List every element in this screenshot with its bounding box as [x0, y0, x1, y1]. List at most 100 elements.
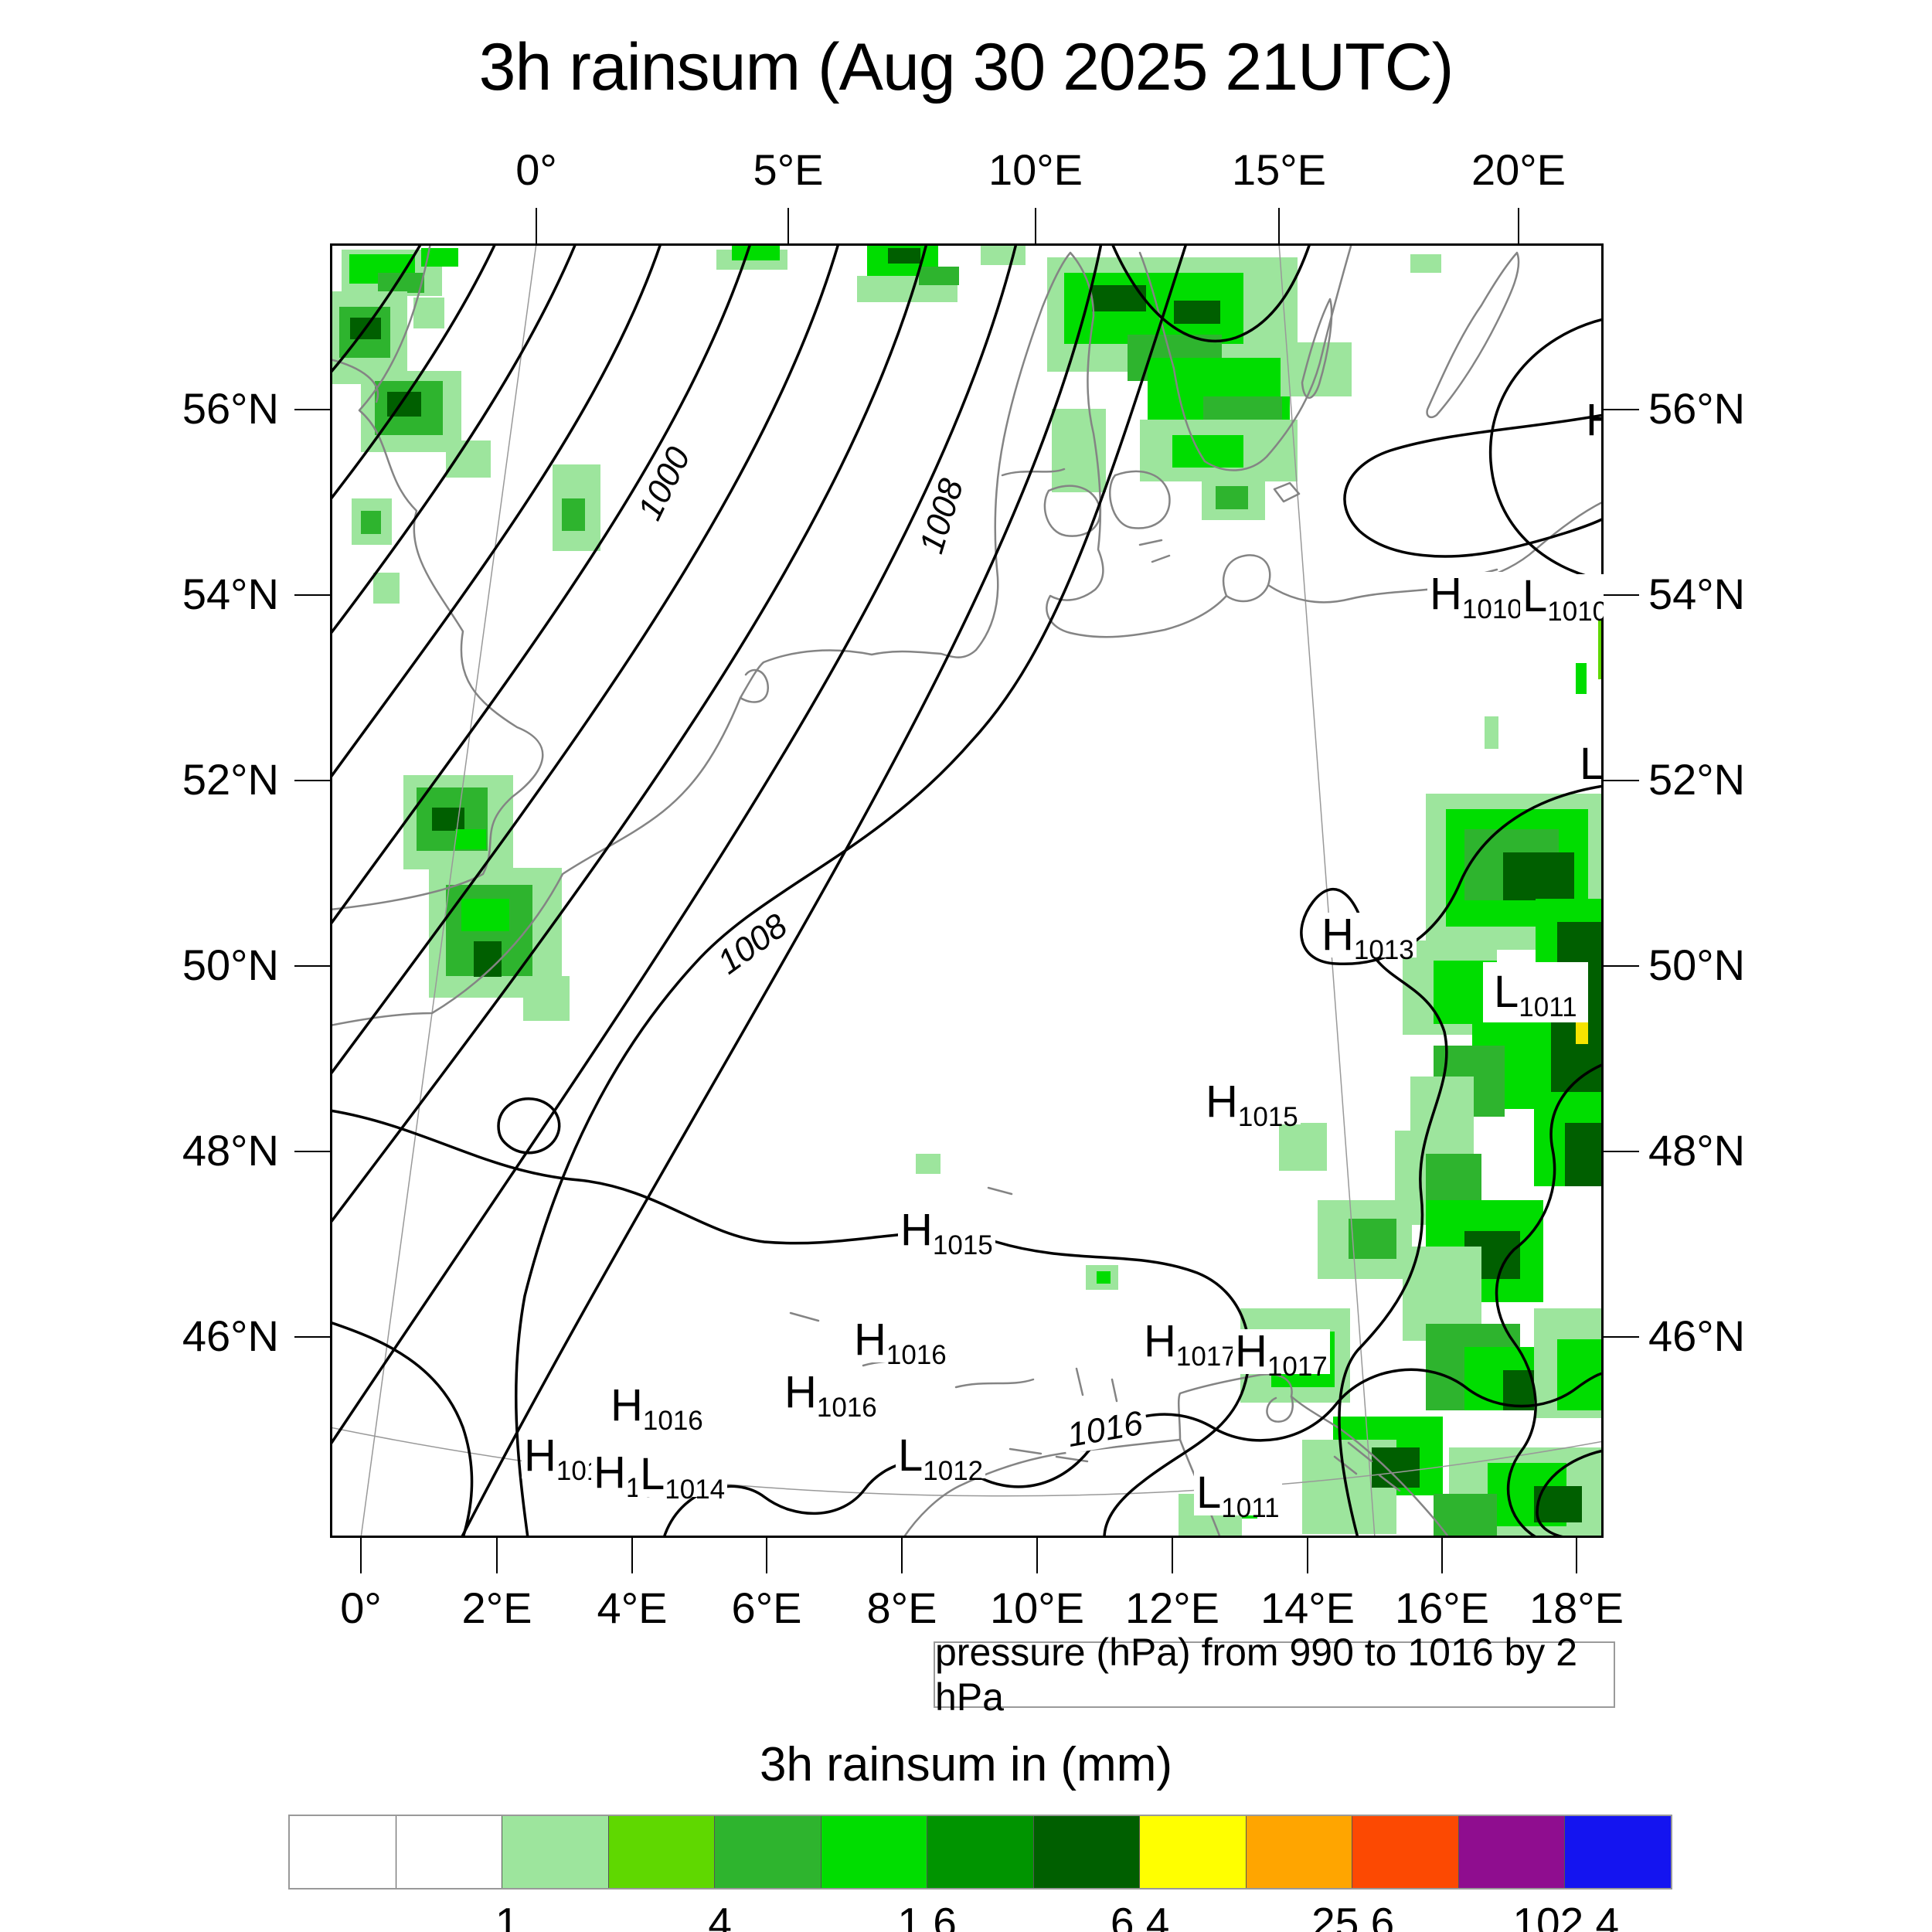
rain-cell	[1576, 663, 1587, 694]
lon-label-bottom: 8°E	[866, 1583, 937, 1632]
pressure-letter: L	[640, 1449, 665, 1499]
lat-tick-left	[294, 409, 330, 410]
coast-bornholm	[1273, 481, 1301, 503]
coast-jutland	[975, 251, 1104, 651]
coast-zealand	[1109, 470, 1171, 529]
lat-tick-right	[1604, 1336, 1639, 1338]
contour-990	[330, 243, 423, 375]
coast-italy-adriatic	[902, 1372, 1451, 1538]
lon-tick-top	[1518, 208, 1519, 243]
lat-tick-right	[1604, 1151, 1639, 1152]
pressure-value: 1012	[923, 1456, 984, 1486]
rain-cell	[1372, 1447, 1420, 1488]
pressure-value: 1017	[1175, 1342, 1236, 1372]
low-pressure-label-1012: L1012	[896, 1434, 986, 1485]
pressure-letter: H	[594, 1447, 626, 1498]
lat-tick-left	[294, 594, 330, 596]
pressure-letter: H	[611, 1380, 643, 1430]
colorbar-cell	[715, 1816, 821, 1888]
lon-label-top: 15°E	[1231, 145, 1327, 194]
contour-closed-cell	[497, 1097, 561, 1155]
lon-label-bottom: 10°E	[989, 1583, 1085, 1632]
colorbar-cell	[396, 1816, 503, 1888]
contour-se-corner	[1536, 1449, 1604, 1538]
pressure-letter: L	[1580, 739, 1604, 789]
lon-tick-top	[1278, 208, 1280, 243]
pressure-letter: H	[1144, 1316, 1176, 1366]
lat-tick-left	[294, 965, 330, 967]
pressure-value: 1016	[642, 1406, 703, 1436]
lon-label-bottom: 4°E	[597, 1583, 668, 1632]
lat-label-right: 46°N	[1648, 1311, 1746, 1360]
lat-label-right: 56°N	[1648, 384, 1746, 433]
pressure-letter: H	[1586, 395, 1604, 445]
lon-tick-bottom	[901, 1538, 903, 1573]
lat-tick-right	[1604, 965, 1639, 967]
pressure-letter: L	[1494, 967, 1519, 1017]
colorbar-cell	[927, 1816, 1034, 1888]
lon-label-bottom: 0°	[340, 1583, 382, 1632]
coast-fyn	[1043, 485, 1101, 537]
rain-cell	[361, 511, 381, 534]
high-pressure-label: H	[1583, 398, 1604, 443]
colorbar-cell	[1565, 1816, 1671, 1888]
pressure-value: 1010	[1547, 597, 1604, 627]
lat-tick-left	[294, 780, 330, 781]
lat-tick-right	[1604, 780, 1639, 781]
coast-gotland	[1426, 251, 1520, 419]
rain-cell	[1174, 301, 1220, 324]
colorbar-cell	[1246, 1816, 1353, 1888]
colorbar-tick-label: 1.6	[897, 1899, 957, 1932]
low-pressure-label-1011: L1011	[1483, 962, 1588, 1022]
pressure-value: 1014	[665, 1475, 726, 1505]
lat-tick-right	[1604, 594, 1639, 596]
high-pressure-label-1017: H1017	[1141, 1316, 1239, 1370]
pressure-value: 1013	[1353, 935, 1414, 965]
pressure-letter: H	[784, 1367, 817, 1417]
lon-tick-bottom	[1036, 1538, 1038, 1573]
high-pressure-label-1010: H1010	[1427, 572, 1525, 623]
low-pressure-label-1010: L1010	[1520, 574, 1604, 625]
rain-cell	[1598, 608, 1604, 679]
pressure-letter: H	[1235, 1326, 1267, 1376]
high-pressure-label-1017: H1017	[1233, 1326, 1330, 1380]
lon-label-top: 5°E	[753, 145, 824, 194]
high-pressure-label-1016: H1016	[608, 1380, 706, 1434]
rain-cell	[461, 899, 509, 931]
lon-tick-bottom	[1307, 1538, 1308, 1573]
high-pressure-label-1016: H1016	[782, 1367, 879, 1421]
colorbar-tick-label: 25.6	[1311, 1899, 1395, 1932]
pressure-letter: H	[524, 1430, 556, 1481]
high-pressure-label-1016: H1016	[852, 1318, 949, 1369]
contour-1002	[330, 243, 928, 1225]
lat-label-left: 46°N	[182, 1311, 279, 1360]
lat-label-right: 54°N	[1648, 570, 1746, 618]
map-canvas	[330, 243, 1604, 1538]
lon-tick-bottom	[360, 1538, 362, 1573]
rain-cell	[446, 440, 491, 478]
lon-tick-bottom	[631, 1538, 633, 1573]
contour-1008	[514, 243, 1188, 1538]
coast-france-benelux	[330, 648, 978, 1027]
contour-1000	[330, 243, 840, 1077]
rain-cell	[1565, 1123, 1604, 1186]
lat-tick-right	[1604, 409, 1639, 410]
lon-label-bottom: 16°E	[1394, 1583, 1490, 1632]
rain-cell	[1097, 1271, 1111, 1284]
coast-small-isles	[1138, 539, 1171, 563]
contour-alps-snake	[1495, 1063, 1604, 1538]
croatian-islands	[1333, 1441, 1401, 1492]
meridian-0deg	[360, 243, 537, 1538]
contour-high-56n	[1488, 318, 1604, 582]
rain-cell	[919, 267, 959, 285]
rain-cell	[523, 976, 570, 1021]
lon-tick-top	[536, 208, 537, 243]
pressure-letter: H	[900, 1205, 933, 1255]
colorbar-tick-label: .1	[483, 1899, 519, 1932]
map-border	[330, 243, 1604, 1538]
lat-label-left: 56°N	[182, 384, 279, 433]
colorbar-cell	[502, 1816, 609, 1888]
pressure-letter: H	[1321, 910, 1354, 960]
lat-tick-left	[294, 1151, 330, 1152]
lon-label-bottom: 14°E	[1260, 1583, 1355, 1632]
